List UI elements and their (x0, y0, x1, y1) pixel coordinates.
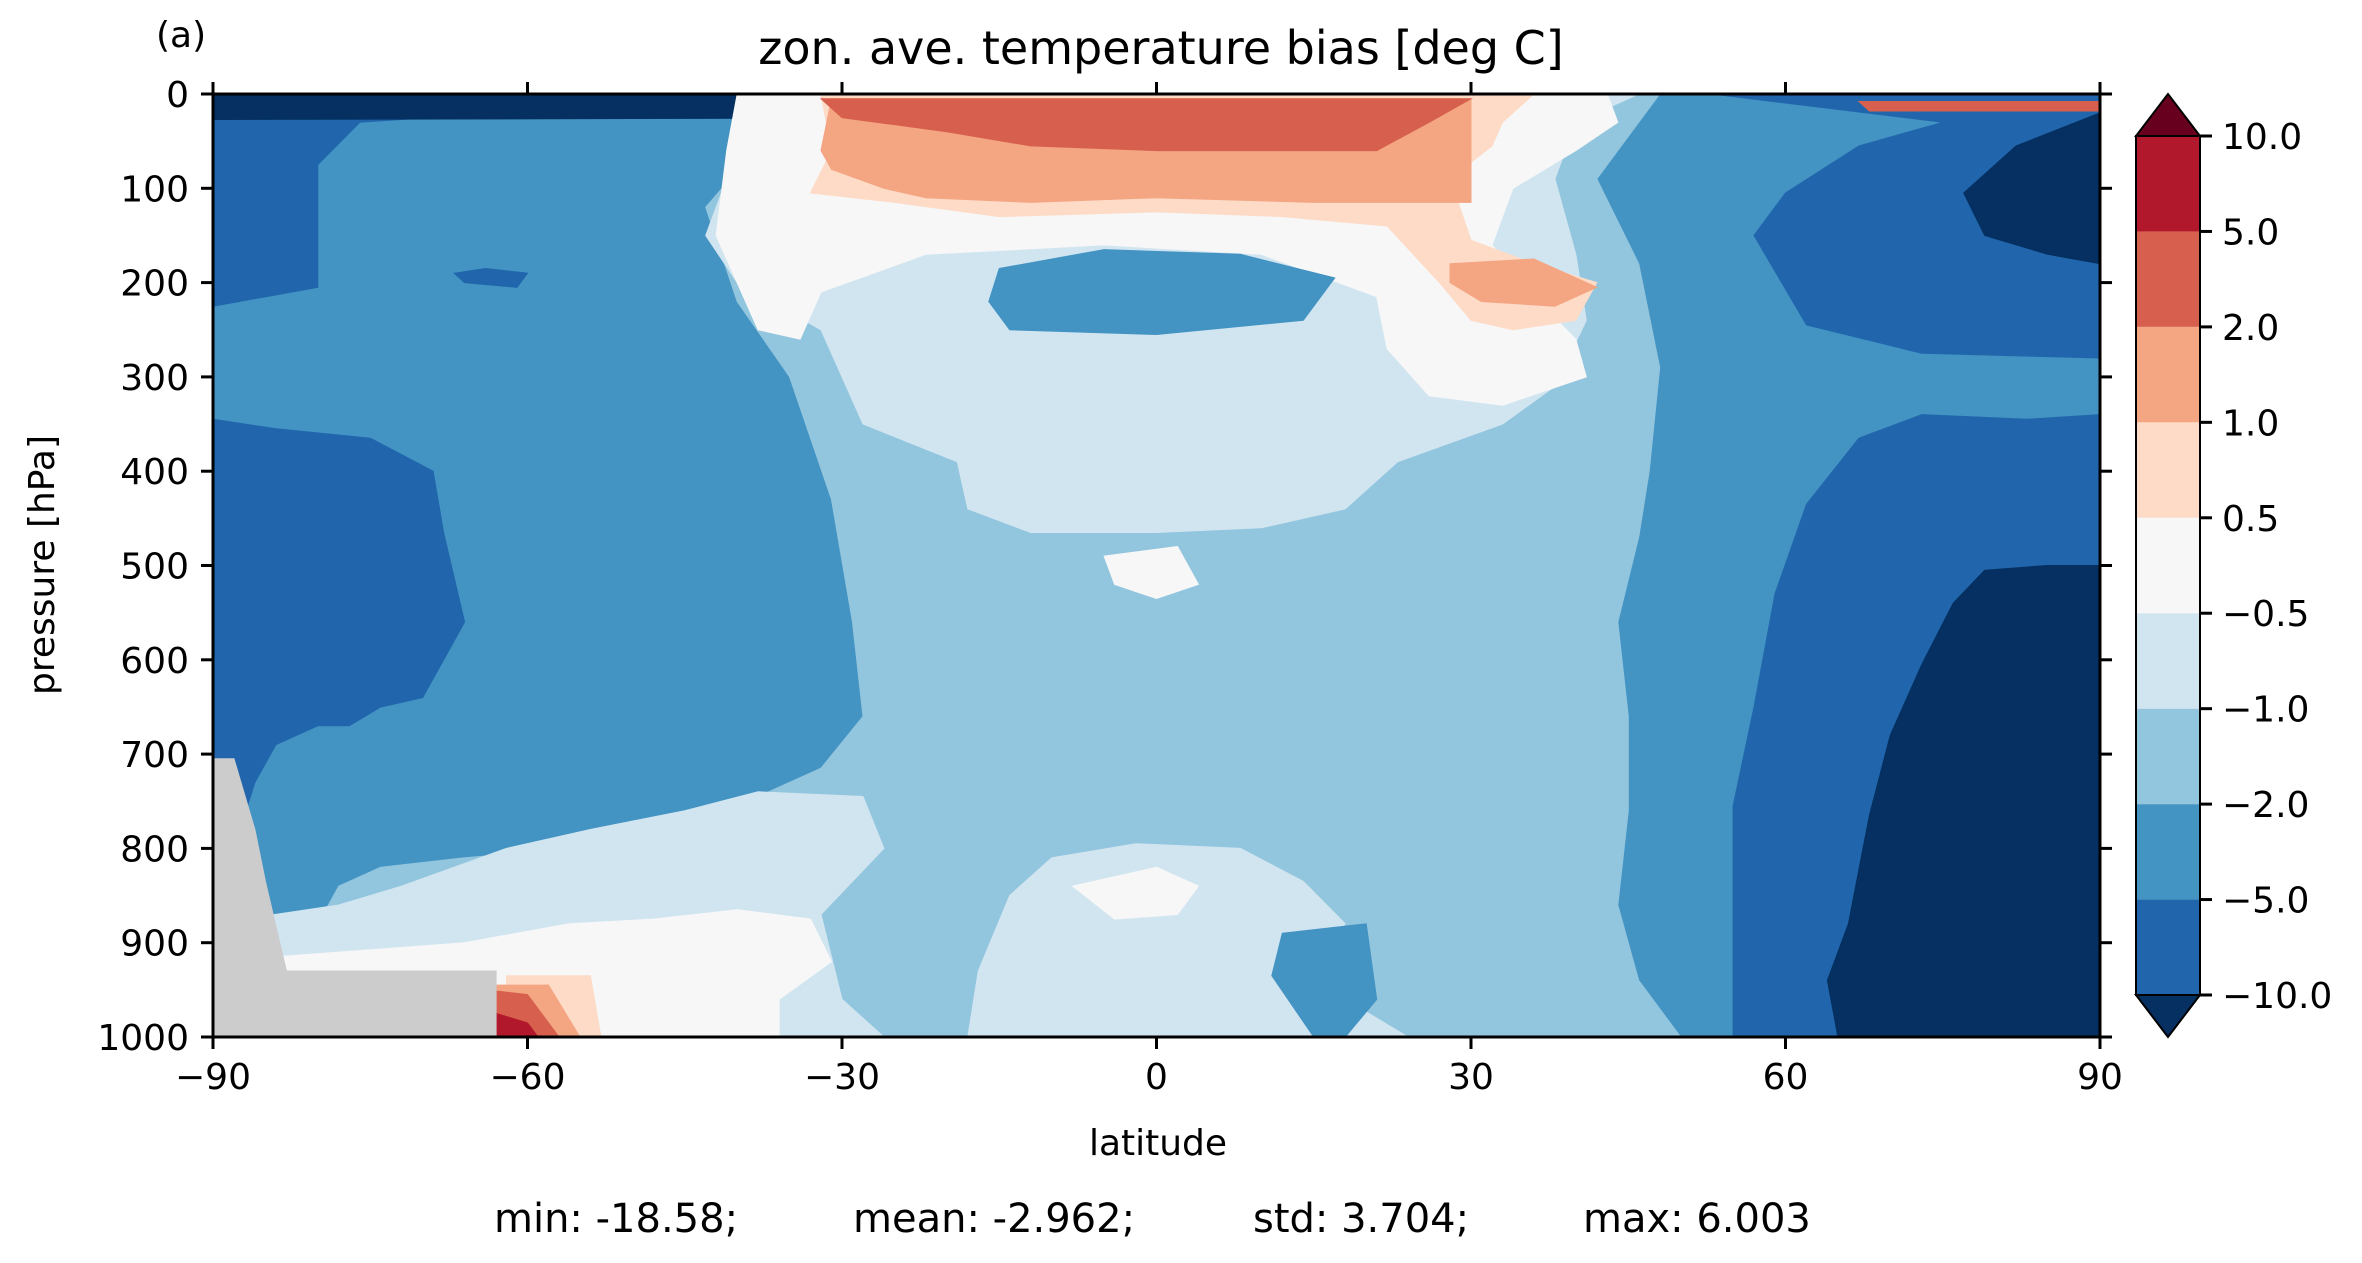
colorbar-tick-label-8: 5.0 (2222, 212, 2279, 253)
contour-region-21 (1857, 101, 2100, 112)
contour-region-19 (1449, 258, 1599, 307)
colorbar-bin-7 (2136, 326, 2200, 423)
colorbar-bin-4 (2136, 613, 2200, 709)
y-tick-label-2: 200 (120, 264, 189, 305)
panel-label: (a) (156, 15, 206, 56)
colorbar-tick-label-5: 0.5 (2222, 499, 2279, 540)
y-tick-label-1: 100 (120, 169, 189, 210)
y-tick-label-5: 500 (120, 547, 189, 588)
x-tick-label-4: 30 (1448, 1057, 1494, 1098)
y-tick-label-4: 400 (120, 452, 189, 493)
colorbar-extend-top (2133, 92, 2203, 137)
y-tick-label-0: 0 (166, 75, 189, 116)
x-tick-label-2: −30 (804, 1057, 880, 1098)
contour-region-3 (452, 267, 529, 288)
colorbar-tick-label-3: −1.0 (2222, 690, 2309, 731)
y-tick-label-3: 300 (120, 358, 189, 399)
contour-plot-area (213, 94, 2100, 1037)
y-axis-label: pressure [hPa] (22, 435, 63, 695)
y-tick-label-7: 700 (120, 735, 189, 776)
y-tick-label-9: 900 (120, 924, 189, 965)
contour-region-15 (1071, 866, 1200, 920)
x-axis-label: latitude (1089, 1123, 1227, 1164)
stat-min: min: -18.58; (494, 1196, 739, 1242)
colorbar-tick-label-4: −0.5 (2222, 594, 2309, 635)
colorbar-bin-6 (2136, 422, 2200, 518)
colorbar-tick-label-0: −10.0 (2222, 976, 2332, 1017)
x-tick-label-6: 90 (2077, 1057, 2123, 1098)
missing-region-0 (213, 758, 497, 1037)
stat-max: max: 6.003 (1583, 1196, 1811, 1242)
colorbar-bin-5 (2136, 517, 2200, 614)
y-tick-label-6: 600 (120, 641, 189, 682)
contour-region-6 (1826, 565, 2100, 1037)
colorbar-bin-1 (2136, 899, 2200, 995)
chart-title: zon. ave. temperature bias [deg C] (758, 21, 1564, 75)
colorbar-bin-9 (2136, 136, 2200, 232)
colorbar-tick-label-6: 1.0 (2222, 403, 2279, 444)
colorbar-bin-8 (2136, 231, 2200, 327)
colorbar: −10.0 −5.0 −2.0 −1.0 −0.5 0.5 1.0 2.0 5.0 10.0 (2133, 92, 2332, 1039)
contour-region-27 (1271, 923, 1378, 1037)
contour-region-14 (1103, 546, 1200, 600)
colorbar-tick-label-1: −5.0 (2222, 881, 2309, 922)
y-tick-label-8: 800 (120, 829, 189, 870)
x-tick-label-1: −60 (490, 1057, 566, 1098)
y-axis: 0 100 200 300 400 500 600 700 800 900 1000 (97, 75, 2112, 1059)
colorbar-tick-label-2: −2.0 (2222, 785, 2309, 826)
colorbar-tick-label-7: 2.0 (2222, 308, 2279, 349)
contour-region-20 (819, 98, 1473, 152)
colorbar-bin-2 (2136, 804, 2200, 900)
colorbar-frame (2135, 135, 2201, 996)
stat-std: std: 3.704; (1253, 1196, 1470, 1242)
colorbar-tick-label-9: 10.0 (2222, 117, 2302, 158)
contour-region-7 (1963, 112, 2100, 265)
x-tick-label-3: 0 (1145, 1057, 1168, 1098)
colorbar-bin-3 (2136, 708, 2200, 805)
y-tick-label-10: 1000 (97, 1018, 189, 1059)
x-tick-label-0: −90 (175, 1057, 251, 1098)
stat-mean: mean: -2.962; (853, 1196, 1136, 1242)
contour-region-16 (988, 249, 1336, 336)
x-tick-label-5: 60 (1763, 1057, 1809, 1098)
x-axis: −90 −60 −30 0 30 60 90 (175, 82, 2123, 1098)
colorbar-extend-bottom (2133, 994, 2203, 1039)
